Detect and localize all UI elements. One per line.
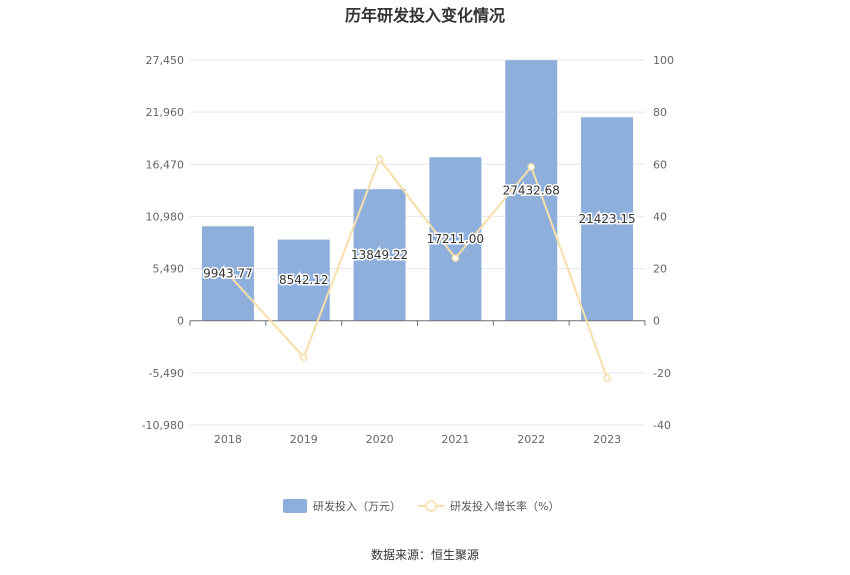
- legend-line-marker: [425, 500, 437, 512]
- y-left-tick-label: -10,980: [142, 419, 184, 432]
- bar-value-label: 17211.00: [427, 232, 484, 246]
- bar: [353, 189, 406, 321]
- y-right-tick-label: 20: [653, 263, 667, 276]
- bar-value-label: 13849.22: [351, 248, 408, 262]
- chart-title: 历年研发投入变化情况: [344, 6, 505, 25]
- y-right-tick-label: 40: [653, 210, 667, 223]
- data-source: 数据来源：恒生聚源: [370, 548, 479, 562]
- series-line: [227, 157, 609, 379]
- line-point: [603, 374, 611, 382]
- line-point: [451, 254, 460, 262]
- y-right-tick-label: 100: [653, 54, 674, 67]
- bar: [581, 117, 634, 321]
- legend-bar-swatch: [283, 499, 307, 513]
- bar: [429, 157, 482, 321]
- y-left-tick-label: 27,450: [146, 54, 185, 67]
- y-left-tick-label: 21,960: [146, 106, 185, 119]
- bar-value-label: 21423.15: [578, 212, 635, 226]
- line-point: [527, 163, 535, 171]
- y-left-tick-label: 0: [177, 315, 184, 328]
- x-tick-label: 2023: [593, 433, 621, 446]
- y-left-tick-label: 10,980: [146, 210, 185, 223]
- x-tick-label: 2019: [290, 433, 318, 446]
- x-tick-label: 2018: [214, 433, 242, 446]
- y-right-tick-label: -20: [653, 367, 671, 380]
- x-tick-label: 2022: [517, 433, 545, 446]
- legend-line-label: 研发投入增长率（%）: [450, 499, 559, 513]
- x-tick-label: 2020: [366, 433, 394, 446]
- line-point: [300, 353, 308, 361]
- y-left-tick-label: 16,470: [146, 158, 185, 171]
- bar: [505, 60, 558, 321]
- y-right-tick-label: 0: [653, 315, 660, 328]
- line-point: [224, 270, 232, 278]
- bar: [277, 239, 330, 321]
- y-right-tick-label: 80: [653, 106, 667, 119]
- y-right-tick-label: -40: [653, 419, 671, 432]
- y-left-tick-label: 5,490: [153, 263, 185, 276]
- legend-bar-label: 研发投入（万元）: [313, 499, 401, 513]
- y-left-tick-label: -5,490: [149, 367, 184, 380]
- bar-value-label: 27432.68: [503, 183, 560, 197]
- line-point: [375, 155, 384, 163]
- x-tick-label: 2021: [441, 433, 469, 446]
- bar-value-label: 9943.77: [203, 266, 253, 280]
- bar-value-label: 8542.12: [279, 273, 329, 287]
- y-right-tick-label: 60: [653, 158, 667, 171]
